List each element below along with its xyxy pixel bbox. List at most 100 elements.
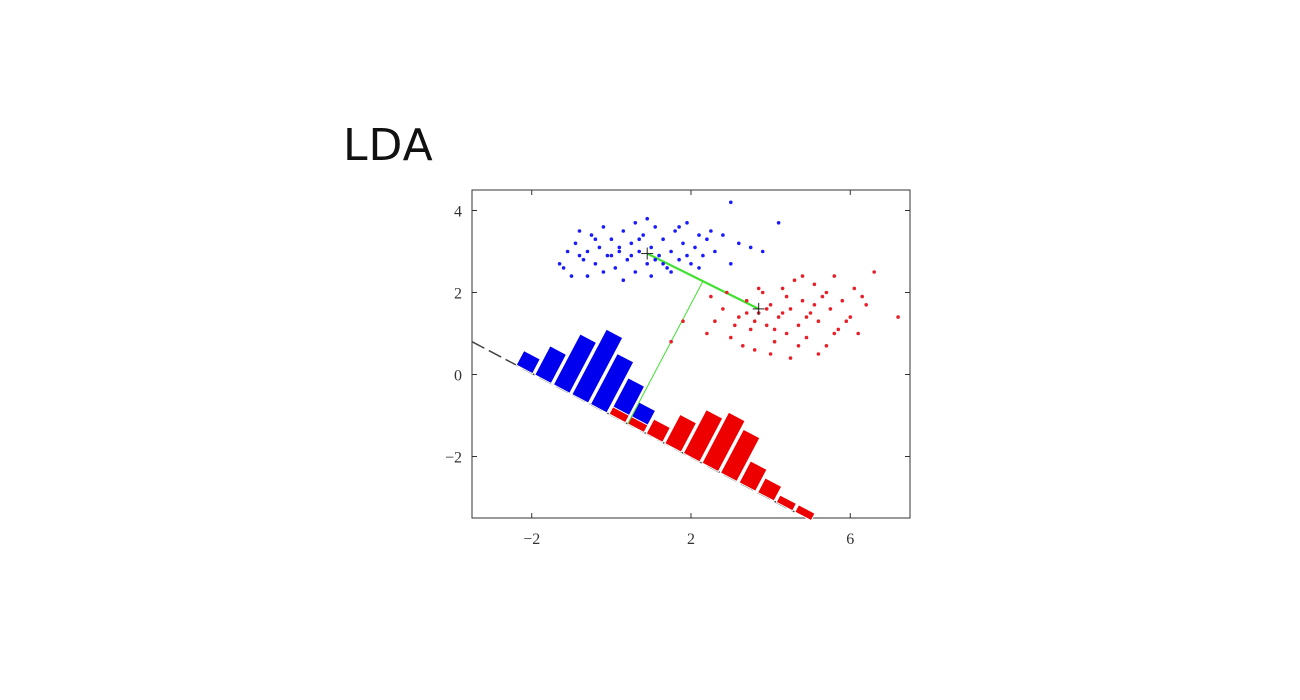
class1-data-point [633, 221, 638, 225]
class2-data-point [800, 298, 805, 303]
class2-data-point [780, 311, 785, 315]
class2-data-point [832, 274, 837, 278]
class2-data-point [864, 303, 868, 307]
class1-data-point [677, 257, 681, 262]
class1-data-point [613, 266, 618, 270]
point-layer [557, 200, 900, 360]
class1-data-point [597, 245, 602, 250]
class1-data-point [593, 262, 598, 266]
class1-data-point [677, 225, 681, 229]
class1-data-point [653, 225, 657, 229]
class2-data-point [820, 294, 825, 299]
class1-data-point [629, 253, 634, 258]
slide-title: LDA [343, 120, 434, 171]
class1-data-point [621, 278, 626, 283]
class2-data-point [788, 307, 793, 311]
class2-data-point [828, 307, 833, 311]
class2-data-point [709, 294, 713, 299]
class2-data-point [824, 290, 829, 295]
class2-data-point [808, 311, 813, 315]
class1-data-point [669, 270, 673, 274]
histogram-layer [515, 328, 816, 522]
class1-histogram-bar [515, 349, 541, 375]
class1-data-point [601, 270, 606, 274]
class1-data-point [760, 249, 765, 254]
class1-data-point [585, 249, 590, 254]
class2-data-point [832, 331, 837, 336]
class1-data-point [697, 233, 701, 237]
class2-data-point [796, 323, 801, 328]
class1-data-point [581, 257, 586, 262]
class2-data-point [737, 315, 741, 319]
plot-frame [471, 189, 911, 519]
class2-data-point [669, 339, 673, 344]
class1-data-point [693, 245, 697, 250]
class2-histogram-bar [794, 504, 816, 522]
class2-data-point [744, 298, 749, 303]
class2-data-point [792, 278, 797, 283]
class1-data-point [641, 233, 645, 237]
class2-data-point [816, 319, 821, 324]
class2-data-point [768, 303, 773, 307]
class1-data-point [721, 233, 725, 237]
class2-data-point [760, 290, 765, 295]
class1-data-point [605, 253, 610, 258]
class2-data-point [768, 352, 773, 356]
y-tick-label: −2 [445, 450, 462, 467]
class1-data-point [609, 253, 614, 258]
class1-data-point [569, 274, 574, 278]
class2-data-point [872, 270, 876, 274]
class1-data-point [645, 262, 649, 266]
class1-data-point [669, 249, 673, 254]
class2-data-point [772, 339, 777, 344]
class1-data-point [621, 229, 626, 233]
class1-data-point [609, 237, 614, 241]
class1-data-point [649, 245, 653, 250]
class2-data-point [764, 323, 769, 328]
class1-data-point [685, 253, 689, 258]
class2-data-point [681, 319, 685, 324]
class2-data-point [860, 294, 864, 299]
class1-data-point [577, 229, 582, 233]
class1-data-point [665, 266, 669, 270]
x-tick-label: −2 [523, 531, 540, 548]
class2-data-point [780, 286, 785, 291]
class2-histogram-bar [738, 460, 768, 492]
class2-data-point [705, 331, 709, 336]
class2-data-point [784, 294, 789, 299]
class2-data-point [836, 327, 841, 332]
class2-data-point [800, 274, 805, 278]
class1-data-point [709, 229, 713, 233]
class1-data-point [649, 274, 653, 278]
class1-data-point [748, 245, 753, 250]
class1-data-point [589, 233, 594, 237]
class2-data-point [804, 315, 809, 319]
class2-data-point [812, 282, 817, 287]
class1-data-point [661, 262, 665, 266]
class2-histogram-bar [682, 409, 724, 463]
class1-data-point [645, 216, 649, 221]
class1-histogram-bar [589, 352, 635, 414]
class1-data-point [565, 249, 570, 254]
class1-histogram-bar [571, 328, 624, 404]
class1-data-point [625, 257, 630, 262]
class2-data-point [840, 298, 845, 303]
class2-data-point [752, 348, 757, 352]
class2-data-point [741, 344, 745, 348]
class2-data-point [721, 307, 725, 311]
class1-data-point [776, 221, 781, 225]
class1-data-point [653, 257, 657, 262]
y-tick-label: 0 [454, 368, 462, 385]
class2-data-point [772, 327, 777, 332]
class2-data-point [733, 323, 737, 328]
class1-data-point [673, 229, 677, 233]
class2-data-point [844, 319, 849, 324]
class1-data-point [637, 237, 641, 241]
class1-data-point [685, 221, 689, 225]
class1-data-point [601, 225, 606, 229]
class2-data-point [796, 344, 801, 348]
x-tick-label: 6 [846, 531, 854, 548]
class1-data-point [689, 262, 693, 266]
class2-data-point [816, 352, 821, 356]
